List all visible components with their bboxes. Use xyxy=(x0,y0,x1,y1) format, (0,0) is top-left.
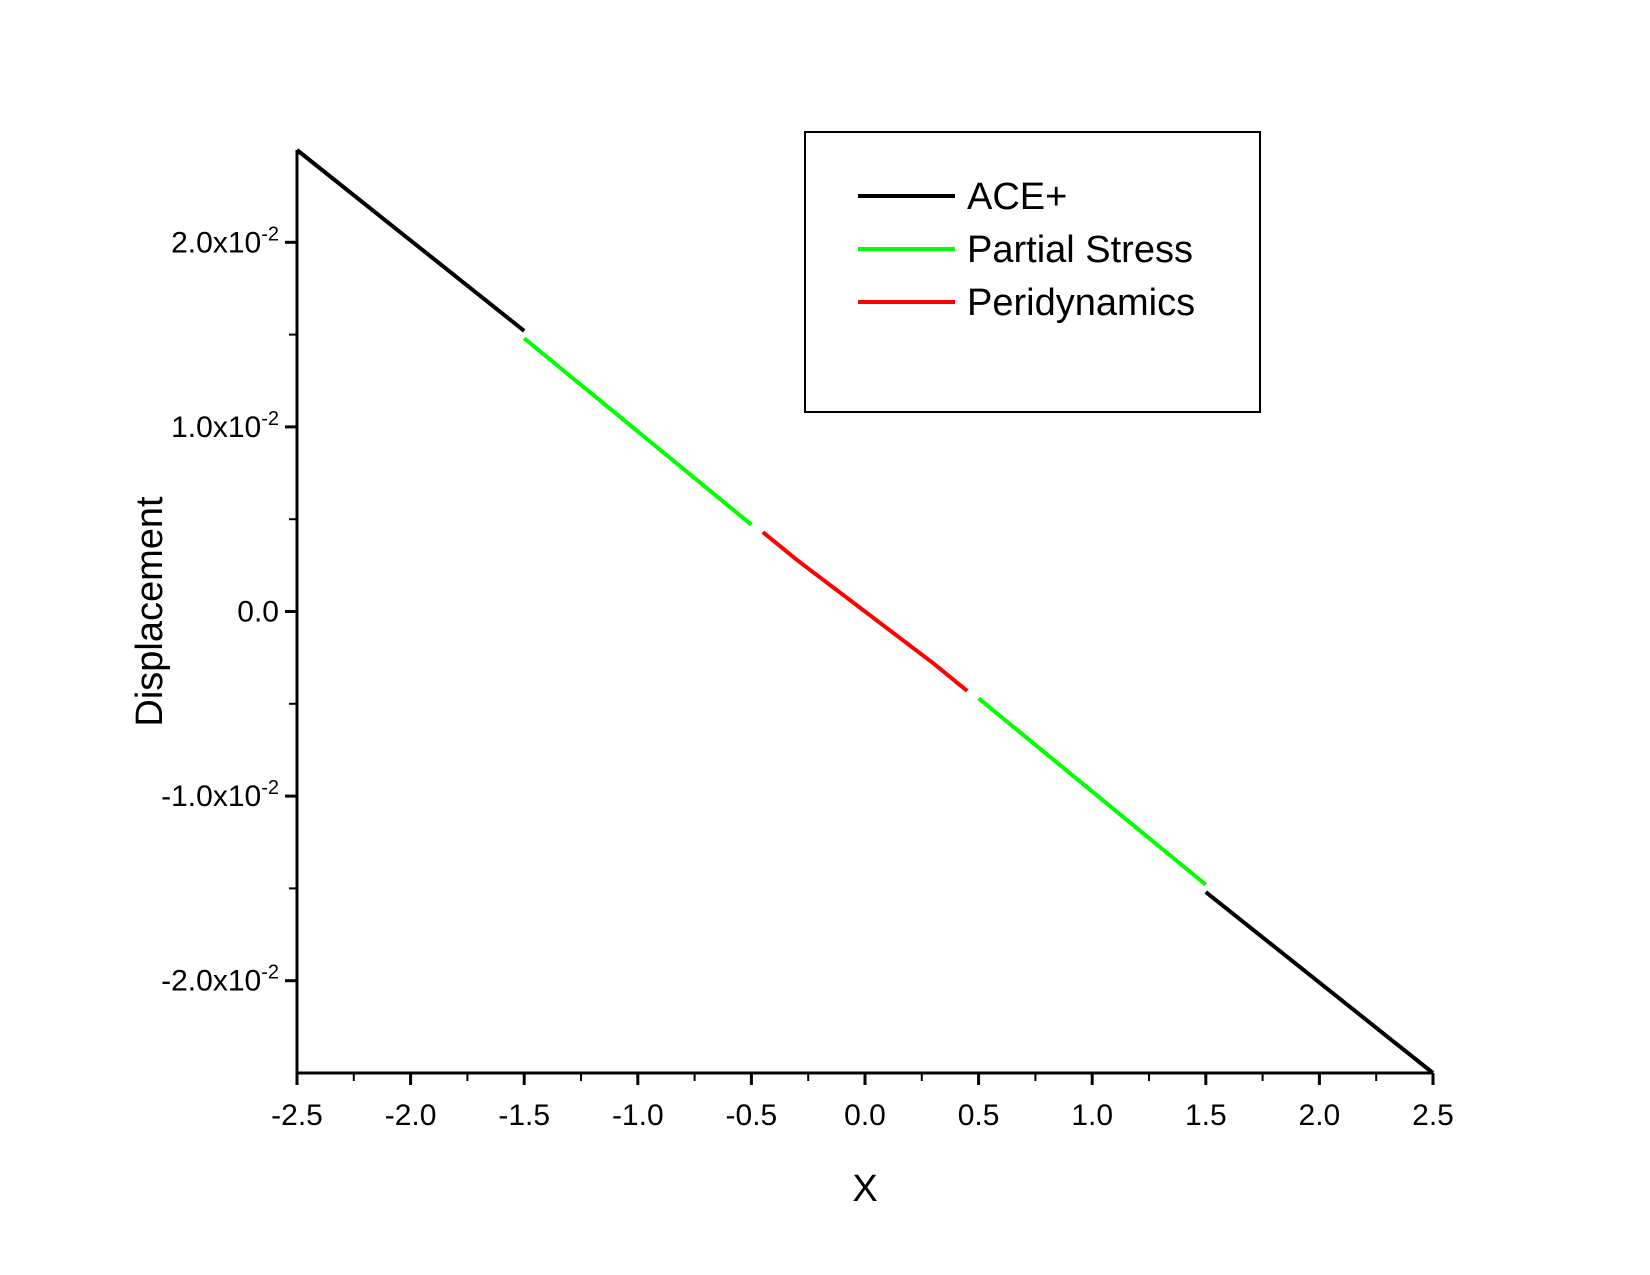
series-line-partial-stress xyxy=(522,336,753,527)
y-axis-title: Displacement xyxy=(129,496,171,727)
legend: ACE+ Partial Stress Peridynamics xyxy=(804,131,1261,413)
y-tick-label: 1.0x10-2 xyxy=(171,408,279,444)
legend-label: Partial Stress xyxy=(967,229,1193,271)
x-tick-label: 0.0 xyxy=(844,1099,886,1132)
x-axis-title: X xyxy=(852,1168,877,1210)
y-tick-label: -1.0x10-2 xyxy=(161,777,279,813)
series-layer xyxy=(295,148,1435,1075)
x-tick-label: -1.0 xyxy=(612,1099,664,1132)
x-tick-label: -2.5 xyxy=(271,1099,323,1132)
x-tick-label: -0.5 xyxy=(726,1099,778,1132)
x-tick-label: 2.0 xyxy=(1299,1099,1341,1132)
x-tick-label: 1.0 xyxy=(1071,1099,1113,1132)
series-line-peridynamics xyxy=(761,530,969,693)
y-ticks: 2.0x10-2 1.0x10-2 0.0 -1.0x10-2 -2.0x10-2 xyxy=(161,223,297,998)
series-line-ace xyxy=(295,148,526,333)
y-tick-label: -2.0x10-2 xyxy=(161,962,279,998)
legend-box xyxy=(804,131,1261,413)
x-tick-label: 2.5 xyxy=(1412,1099,1454,1132)
x-tick-label: 1.5 xyxy=(1185,1099,1227,1132)
x-ticks: -2.5 -2.0 -1.5 -1.0 -0.5 0.0 0.5 1.0 1.5 2.0 2.5 xyxy=(271,1073,1454,1132)
x-tick-label: -1.5 xyxy=(498,1099,550,1132)
legend-label: ACE+ xyxy=(967,176,1067,218)
series-line-partial-stress xyxy=(977,696,1208,887)
x-tick-label: 0.5 xyxy=(958,1099,1000,1132)
series-line-ace xyxy=(1204,890,1435,1075)
y-tick-label: 0.0 xyxy=(237,596,279,629)
y-tick-label: 2.0x10-2 xyxy=(171,223,279,259)
x-tick-label: -2.0 xyxy=(385,1099,437,1132)
legend-label: Peridynamics xyxy=(967,282,1195,324)
